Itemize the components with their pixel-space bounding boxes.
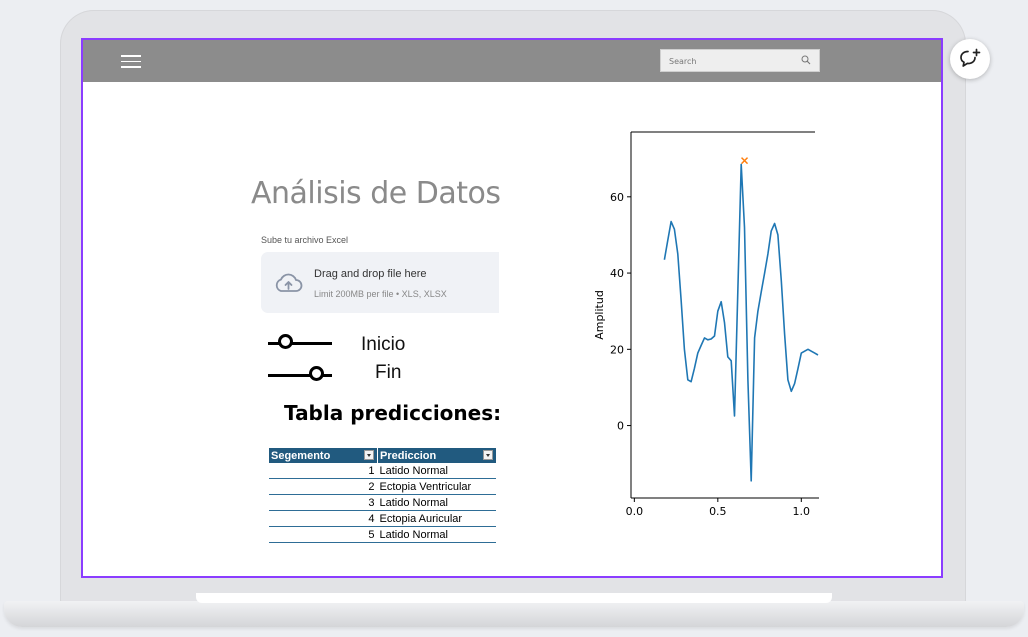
amplitude-chart-svg: 0 20 40 60 0.0 0.5 1.0 Amplitud — [593, 131, 819, 518]
slider-track — [268, 342, 332, 345]
search-icon[interactable] — [801, 55, 811, 65]
slider-inicio[interactable] — [268, 332, 332, 352]
dropzone-text: Drag and drop file here — [314, 268, 427, 280]
app-screen: Análisis de Datos Sube tu archivo Excel … — [81, 38, 943, 578]
table-cell-segment: 3 — [269, 494, 378, 511]
top-bar — [83, 40, 941, 82]
comment-plus-icon — [960, 48, 981, 67]
column-header-label: Segemento — [271, 449, 331, 462]
x-tick-label: 1.0 — [793, 505, 811, 518]
y-tick-label: 20 — [610, 343, 624, 356]
laptop-base — [4, 601, 1024, 627]
series-line — [663, 163, 819, 482]
table-row: 2 Ectopia Ventricular — [269, 478, 496, 495]
search-box[interactable] — [660, 49, 820, 72]
table-row: 1 Latido Normal — [269, 463, 496, 479]
page-title: Análisis de Datos — [251, 176, 501, 211]
y-axis-label: Amplitud — [593, 290, 606, 340]
y-tick-label: 60 — [610, 191, 624, 204]
dropzone-limit-text: Limit 200MB per file • XLS, XLSX — [314, 289, 447, 299]
filter-dropdown-icon[interactable] — [483, 450, 493, 460]
slider-inicio-label: Inicio — [361, 334, 406, 355]
table-cell-prediction: Ectopia Auricular — [377, 510, 496, 527]
table-title: Tabla predicciones: — [284, 401, 502, 425]
table-cell-prediction: Latido Normal — [377, 494, 496, 511]
table-row: 5 Latido Normal — [269, 526, 496, 543]
add-comment-button[interactable] — [950, 39, 990, 79]
table-cell-prediction: Ectopia Ventricular — [377, 478, 496, 495]
column-header-prediccion: Prediccion — [377, 448, 496, 463]
table-cell-segment: 4 — [269, 510, 378, 527]
table-row: 4 Ectopia Auricular — [269, 510, 496, 527]
laptop-notch — [196, 593, 832, 603]
upload-label: Sube tu archivo Excel — [261, 235, 349, 245]
table-cell-segment: 5 — [269, 526, 378, 543]
hamburger-menu-icon[interactable] — [121, 55, 141, 68]
column-header-label: Prediccion — [380, 449, 437, 462]
x-tick-label: 0.0 — [626, 505, 644, 518]
column-header-segmento: Segemento — [269, 448, 378, 463]
y-tick-label: 0 — [617, 420, 624, 433]
filter-dropdown-icon[interactable] — [364, 450, 374, 460]
table-row: 3 Latido Normal — [269, 494, 496, 511]
table-cell-prediction: Latido Normal — [377, 526, 496, 543]
slider-fin-label: Fin — [375, 362, 402, 383]
amplitude-chart: 0 20 40 60 0.0 0.5 1.0 Amplitud — [583, 120, 823, 530]
slider-knob[interactable] — [277, 334, 293, 349]
peak-marker — [741, 157, 749, 165]
table-cell-segment: 2 — [269, 478, 378, 495]
slider-track — [268, 374, 332, 377]
file-dropzone[interactable]: Drag and drop file here Limit 200MB per … — [261, 252, 499, 313]
search-input[interactable] — [667, 52, 796, 71]
table-cell-segment: 1 — [269, 463, 378, 479]
y-tick-label: 40 — [610, 267, 624, 280]
slider-fin[interactable] — [268, 364, 332, 384]
slider-knob[interactable] — [308, 366, 324, 381]
table-cell-prediction: Latido Normal — [377, 463, 496, 479]
cloud-upload-icon — [275, 273, 303, 292]
predictions-table: Segemento Prediccion 1 Latido Normal 2 E… — [269, 448, 496, 543]
x-tick-label: 0.5 — [709, 505, 727, 518]
